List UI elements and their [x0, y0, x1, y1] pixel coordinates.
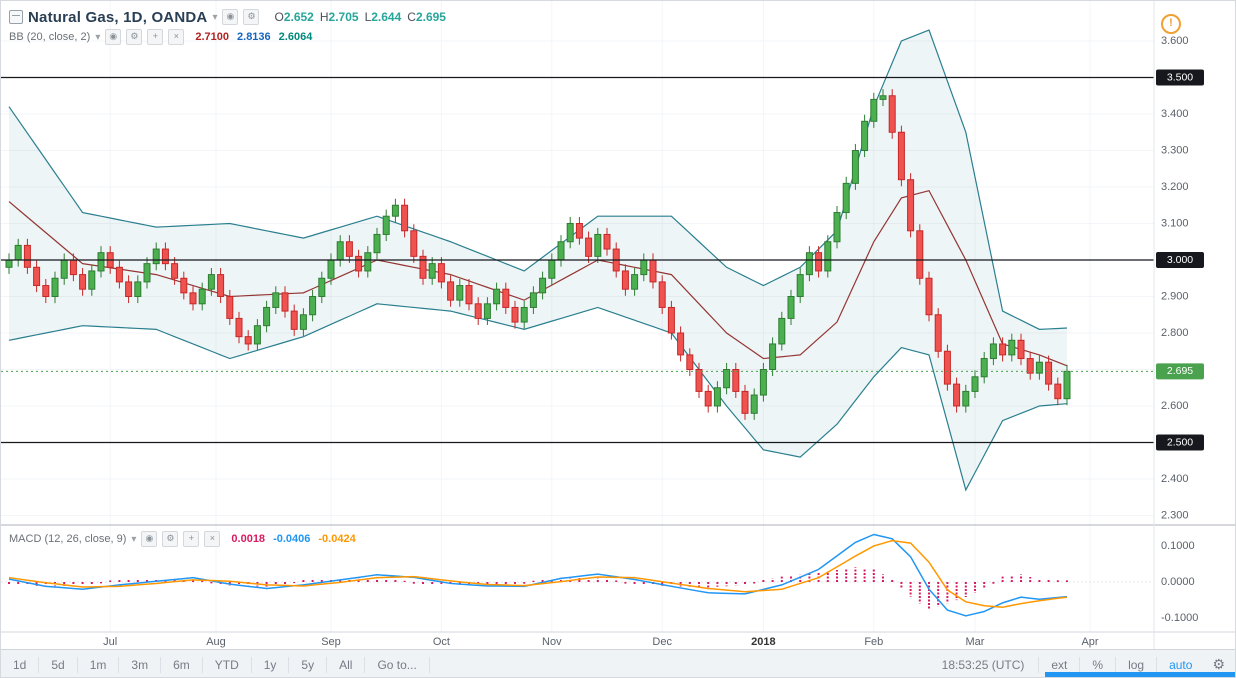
bottom-toolbar: 1d 5d 1m 3m 6m YTD 1y 5y All Go to... 18… — [1, 649, 1235, 677]
range-all[interactable]: All — [327, 656, 366, 673]
gear-icon[interactable]: ⚙ — [126, 29, 143, 45]
range-1m[interactable]: 1m — [78, 656, 120, 673]
mode-auto[interactable]: auto — [1156, 656, 1204, 673]
scrollbar-strip[interactable] — [1045, 672, 1235, 677]
low-value: 2.644 — [371, 10, 402, 24]
macd-indicator-name[interactable]: MACD (12, 26, close, 9) — [9, 533, 127, 545]
range-5y[interactable]: 5y — [289, 656, 328, 673]
range-3m[interactable]: 3m — [119, 656, 162, 673]
svg-text:3.400: 3.400 — [1161, 108, 1189, 120]
high-value: 2.705 — [328, 10, 359, 24]
svg-text:2.600: 2.600 — [1161, 400, 1189, 412]
svg-text:Feb: Feb — [864, 636, 883, 648]
chevron-down-icon[interactable]: ▾ — [131, 533, 137, 545]
eye-icon[interactable]: ◉ — [105, 29, 122, 45]
close-icon[interactable]: × — [168, 29, 185, 45]
svg-text:3.600: 3.600 — [1161, 35, 1189, 47]
bb-indicator-name[interactable]: BB (20, close, 2) — [9, 31, 91, 43]
svg-text:Sep: Sep — [321, 636, 341, 648]
chevron-down-icon[interactable]: ▾ — [212, 11, 218, 23]
svg-text:2.800: 2.800 — [1161, 327, 1189, 339]
ohlc-readout: O2.652 H2.705 L2.644 C2.695 — [274, 10, 446, 24]
svg-text:2.300: 2.300 — [1161, 509, 1189, 521]
svg-text:3.200: 3.200 — [1161, 181, 1189, 193]
axis-controls: 18:53:25 (UTC) ext % log auto ⚙ — [928, 650, 1235, 677]
macd-values: 0.0018 -0.0406 -0.0424 — [231, 533, 355, 545]
gear-icon[interactable]: ⚙ — [162, 531, 179, 547]
low-label: L — [364, 10, 372, 24]
svg-text:0.1000: 0.1000 — [1161, 540, 1195, 552]
macd-legend: MACD (12, 26, close, 9) ▾ ◉ ⚙ + × 0.0018… — [9, 531, 356, 547]
macd-hist-value: 0.0018 — [231, 533, 266, 545]
eye-icon[interactable]: ◉ — [141, 531, 158, 547]
svg-text:Oct: Oct — [433, 636, 450, 648]
bb-legend: BB (20, close, 2) ▾ ◉ ⚙ + × 2.7100 2.813… — [9, 29, 312, 45]
bb-basis-value: 2.7100 — [195, 31, 230, 43]
symbol-title[interactable]: Natural Gas, 1D, OANDA — [28, 8, 208, 26]
svg-text:2.500: 2.500 — [1167, 436, 1193, 448]
svg-text:-0.1000: -0.1000 — [1161, 612, 1198, 624]
bb-values: 2.7100 2.8136 2.6064 — [195, 31, 312, 43]
svg-text:3.500: 3.500 — [1167, 71, 1193, 83]
close-label: C — [407, 10, 416, 24]
svg-text:3.100: 3.100 — [1161, 217, 1189, 229]
plus-icon[interactable]: + — [183, 531, 200, 547]
svg-text:Apr: Apr — [1081, 636, 1098, 648]
svg-text:2.400: 2.400 — [1161, 473, 1189, 485]
high-label: H — [319, 10, 329, 24]
svg-text:2.695: 2.695 — [1167, 365, 1193, 377]
svg-text:Aug: Aug — [206, 636, 226, 648]
plus-icon[interactable]: + — [147, 29, 164, 45]
range-1y[interactable]: 1y — [252, 656, 290, 673]
range-6m[interactable]: 6m — [161, 656, 203, 673]
svg-text:Nov: Nov — [542, 636, 562, 648]
warning-icon[interactable]: ! — [1161, 14, 1181, 34]
macd-signal-value: -0.0424 — [318, 533, 356, 545]
svg-text:2.900: 2.900 — [1161, 290, 1189, 302]
eye-icon[interactable]: ◉ — [222, 9, 239, 25]
svg-text:Mar: Mar — [966, 636, 985, 648]
mode-ext[interactable]: ext — [1038, 656, 1079, 673]
macd-line-value: -0.0406 — [273, 533, 311, 545]
gear-icon[interactable]: ⚙ — [243, 9, 260, 25]
layout-window-icon[interactable] — [9, 10, 23, 24]
open-label: O — [274, 10, 284, 24]
range-5d[interactable]: 5d — [39, 656, 78, 673]
mode-percent[interactable]: % — [1079, 656, 1115, 673]
chart-canvas[interactable]: 3.600 3.400 3.300 3.200 3.100 2.900 2.800 2.600… — [1, 1, 1236, 649]
close-value: 2.695 — [415, 10, 446, 24]
range-ytd[interactable]: YTD — [203, 656, 252, 673]
clock-utc[interactable]: 18:53:25 (UTC) — [941, 657, 1025, 672]
svg-text:2018: 2018 — [751, 636, 775, 648]
settings-gear-icon[interactable]: ⚙ — [1212, 656, 1225, 672]
bb-upper-value: 2.8136 — [237, 31, 271, 43]
symbol-legend: Natural Gas, 1D, OANDA ▾ ◉ ⚙ O2.652 H2.7… — [9, 7, 446, 27]
open-value: 2.652 — [283, 10, 314, 24]
bb-lower-value: 2.6064 — [278, 31, 313, 43]
svg-text:3.300: 3.300 — [1161, 144, 1189, 156]
range-buttons: 1d 5d 1m 3m 6m YTD 1y 5y All Go to... — [1, 650, 430, 677]
svg-text:Jul: Jul — [103, 636, 117, 648]
svg-text:0.0000: 0.0000 — [1161, 576, 1195, 588]
range-1d[interactable]: 1d — [1, 656, 40, 673]
mode-log[interactable]: log — [1115, 656, 1156, 673]
chevron-down-icon[interactable]: ▾ — [95, 31, 101, 43]
svg-text:3.000: 3.000 — [1167, 254, 1193, 266]
svg-text:Dec: Dec — [652, 636, 672, 648]
go-to-button[interactable]: Go to... — [365, 656, 430, 673]
close-icon[interactable]: × — [204, 531, 221, 547]
